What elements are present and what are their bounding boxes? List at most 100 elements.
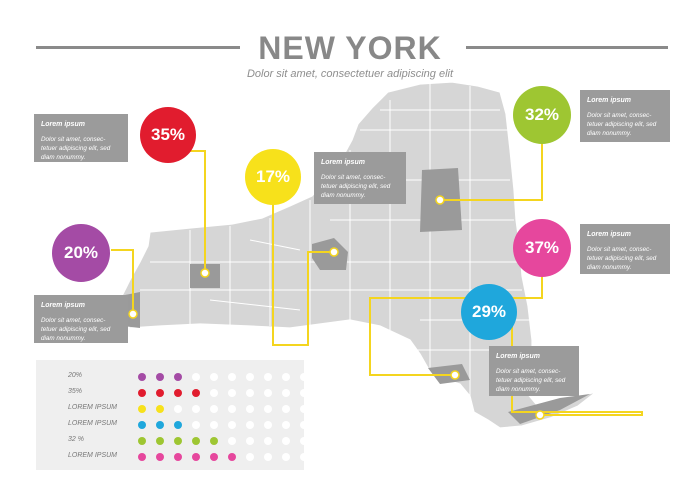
legend-row: LOREM IPSUM [36, 448, 308, 466]
legend-dot-empty [300, 453, 308, 461]
header-rule-left [36, 46, 240, 49]
info-box-text: Dolor sit amet, consec-tetuer adipiscing… [41, 136, 111, 161]
legend-dot-empty [264, 421, 272, 429]
legend-dot-empty [264, 389, 272, 397]
legend-dot-filled [138, 373, 146, 381]
point-marker-29 [450, 370, 460, 380]
point-marker-17 [329, 247, 339, 257]
info-box-20: Lorem ipsum Dolor sit amet, consec-tetue… [34, 295, 128, 343]
connector-35 [185, 150, 206, 273]
legend-dot-empty [228, 373, 236, 381]
legend-row: 32 % [36, 432, 308, 450]
legend-panel: 20% 35% LOREM IPSUM LOREM IPSUM 32 % LOREM IP… [36, 360, 308, 470]
info-box-title: Lorem ipsum [41, 302, 85, 309]
legend-dot-filled [138, 453, 146, 461]
point-marker-32 [435, 195, 445, 205]
legend-dot-filled [138, 437, 146, 445]
legend-dot-empty [192, 405, 200, 413]
legend-dot-empty [282, 373, 290, 381]
marker-35[interactable]: 35% [140, 107, 196, 163]
info-box-35: Lorem ipsum Dolor sit amet, consec-tetue… [34, 114, 128, 162]
info-box-title: Lorem ipsum [496, 353, 540, 360]
info-box-text: Dolor sit amet, consec-tetuer adipiscing… [321, 174, 391, 199]
info-box-17: Lorem ipsum Dolor sit amet, consec-tetue… [314, 152, 406, 204]
legend-dot-empty [246, 453, 254, 461]
legend-dot-empty [300, 405, 308, 413]
marker-17[interactable]: 17% [245, 149, 301, 205]
legend-dot-empty [300, 373, 308, 381]
info-box-32: Lorem ipsum Dolor sit amet, consec-tetue… [580, 90, 670, 142]
legend-dot-empty [282, 421, 290, 429]
legend-dot-empty [246, 421, 254, 429]
legend-dot-empty [192, 373, 200, 381]
info-box-title: Lorem ipsum [587, 97, 631, 104]
legend-dot-filled [174, 389, 182, 397]
info-box-text: Dolor sit amet, consec-tetuer adipiscing… [587, 246, 657, 271]
legend-dot-empty [210, 421, 218, 429]
legend-dot-empty [192, 421, 200, 429]
info-box-title: Lorem ipsum [321, 159, 365, 166]
legend-dot-empty [210, 389, 218, 397]
legend-dot-filled [156, 373, 164, 381]
map-subtitle: Dolor sit amet, consectetuer adipiscing … [246, 68, 454, 80]
info-box-29: Lorem ipsum Dolor sit amet, consec-tetue… [489, 346, 579, 396]
legend-dot-empty [282, 389, 290, 397]
legend-label: 35% [68, 388, 83, 395]
point-marker-20 [128, 309, 138, 319]
legend-dot-empty [228, 421, 236, 429]
legend-dot-filled [210, 453, 218, 461]
legend-dot-empty [228, 405, 236, 413]
legend-dot-empty [264, 373, 272, 381]
info-box-title: Lorem ipsum [587, 231, 631, 238]
legend-dot-filled [156, 405, 164, 413]
legend-row: LOREM IPSUM [36, 400, 308, 418]
legend-dot-empty [300, 389, 308, 397]
info-box-title: Lorem ipsum [41, 121, 85, 128]
legend-dot-empty [174, 405, 182, 413]
legend-dot-empty [228, 437, 236, 445]
legend-label: LOREM IPSUM [68, 404, 118, 411]
legend-row: LOREM IPSUM [36, 416, 308, 434]
legend-dot-empty [210, 373, 218, 381]
marker-29[interactable]: 29% [461, 284, 517, 340]
marker-32[interactable]: 32% [513, 86, 571, 144]
legend-dot-empty [246, 437, 254, 445]
legend-dot-filled [174, 453, 182, 461]
legend-dot-filled [156, 453, 164, 461]
point-marker-37 [535, 410, 545, 420]
legend-dot-filled [210, 437, 218, 445]
point-marker-35 [200, 268, 210, 278]
legend-dot-empty [246, 405, 254, 413]
legend-label: 20% [68, 372, 83, 379]
legend-dot-filled [156, 421, 164, 429]
legend-dot-empty [300, 437, 308, 445]
marker-37[interactable]: 37% [513, 219, 571, 277]
legend-dot-empty [264, 405, 272, 413]
legend-dot-empty [246, 373, 254, 381]
highlight-county-long-island [508, 394, 590, 424]
header-rule-right [466, 46, 668, 49]
legend-dot-filled [174, 373, 182, 381]
legend-dot-empty [246, 389, 254, 397]
legend-dot-empty [210, 405, 218, 413]
legend-dot-filled [174, 421, 182, 429]
marker-20[interactable]: 20% [52, 224, 110, 282]
legend-dot-filled [156, 437, 164, 445]
legend-dot-filled [228, 453, 236, 461]
legend-dot-filled [192, 453, 200, 461]
legend-dot-filled [138, 389, 146, 397]
legend-label: 32 % [68, 436, 84, 443]
legend-dot-filled [138, 421, 146, 429]
legend-dot-empty [264, 453, 272, 461]
legend-dot-empty [282, 405, 290, 413]
info-box-text: Dolor sit amet, consec-tetuer adipiscing… [496, 368, 566, 393]
connector-20 [111, 249, 134, 314]
legend-dot-filled [192, 437, 200, 445]
map-title: NEW YORK [258, 30, 442, 66]
legend-dot-empty [282, 453, 290, 461]
legend-dot-empty [228, 389, 236, 397]
connector-37 [369, 248, 543, 376]
legend-dot-filled [192, 389, 200, 397]
info-box-37: Lorem ipsum Dolor sit amet, consec-tetue… [580, 224, 670, 274]
legend-dot-filled [174, 437, 182, 445]
